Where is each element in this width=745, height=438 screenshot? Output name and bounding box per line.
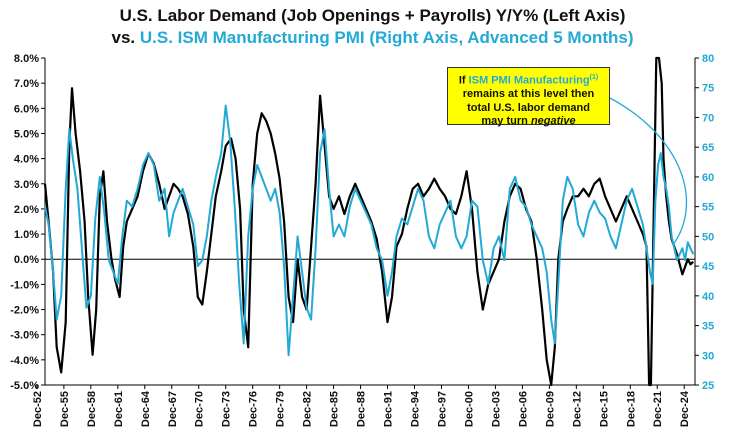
right-tick-label: 45: [702, 261, 714, 273]
x-tick-label: Dec-24: [679, 390, 691, 427]
ism-pmi-series: [44, 104, 695, 357]
right-tick-label: 55: [702, 202, 714, 214]
left-tick-label: 6.0%: [14, 103, 39, 115]
x-tick-label: Dec-73: [221, 391, 233, 427]
x-tick-label: Dec-64: [140, 390, 152, 427]
plot-frame: [44, 58, 696, 386]
right-tick-label: 80: [702, 53, 714, 65]
left-tick-label: 7.0%: [14, 78, 39, 90]
x-tick-label: Dec-55: [59, 391, 71, 427]
x-tick-label: Dec-61: [113, 391, 125, 427]
x-tick-label: Dec-82: [302, 391, 314, 427]
x-tick-label: Dec-94: [410, 390, 422, 427]
left-axis: -5.0% -4.0% -3.0% -2.0% -1.0% 0.0% 1.0% 2.0% 3.0…: [10, 53, 45, 392]
labor-demand-series: [43, 56, 694, 387]
callout-line3: total U.S. labor demand: [467, 101, 590, 114]
x-tick-label: Dec-03: [490, 391, 502, 427]
right-tick-label: 70: [702, 112, 714, 124]
x-axis: Dec-52 Dec-55 Dec-58 Dec-61 Dec-64 Dec-67 Dec-…: [32, 385, 691, 427]
right-tick-label: 50: [702, 231, 714, 243]
left-tick-label: 3.0%: [14, 179, 39, 191]
x-tick-label: Dec-15: [598, 391, 610, 427]
right-tick-label: 25: [702, 380, 714, 392]
x-tick-label: Dec-88: [356, 391, 368, 427]
left-tick-label: 5.0%: [14, 128, 39, 140]
left-tick-label: -3.0%: [10, 330, 39, 342]
callout-if: If: [458, 74, 466, 87]
series-layer: [43, 56, 695, 387]
x-tick-label: Dec-76: [248, 391, 260, 427]
callout-line2: remains at this level then: [462, 88, 595, 101]
callout-line4b: negative: [530, 115, 576, 128]
x-tick-label: Dec-91: [383, 391, 395, 427]
right-tick-label: 35: [702, 321, 714, 333]
right-tick-label: 65: [702, 142, 714, 154]
right-axis: 25 30 35 40 45 50 55 60 65 70 75 80: [695, 53, 714, 392]
x-tick-label: Dec-00: [463, 391, 475, 427]
x-tick-label: Dec-21: [652, 391, 664, 427]
left-tick-label: -5.0%: [10, 380, 39, 392]
x-tick-label: Dec-85: [329, 391, 341, 427]
callout-line4a: may turn: [481, 115, 528, 128]
right-tick-label: 75: [702, 83, 714, 95]
left-tick-label: 0.0%: [14, 254, 39, 266]
x-tick-label: Dec-12: [571, 391, 583, 427]
x-tick-label: Dec-58: [86, 391, 98, 427]
callout-footnote: (1): [589, 74, 599, 81]
x-tick-label: Dec-52: [32, 391, 44, 427]
x-tick-label: Dec-18: [625, 391, 637, 427]
right-tick-label: 60: [702, 172, 714, 184]
right-tick-label: 40: [702, 291, 714, 303]
left-tick-label: 8.0%: [14, 53, 39, 65]
x-tick-label: Dec-97: [436, 391, 448, 427]
left-tick-label: -2.0%: [10, 305, 39, 317]
x-tick-label: Dec-06: [517, 391, 529, 427]
left-tick-label: 2.0%: [14, 204, 39, 216]
x-tick-label: Dec-09: [544, 391, 556, 427]
left-tick-label: 1.0%: [14, 229, 39, 241]
callout-box: If ISM PMI Manufacturing(1) remains at t…: [447, 67, 610, 128]
title-vs: vs.: [111, 28, 136, 47]
right-tick-label: 30: [702, 350, 714, 362]
left-tick-label: -4.0%: [10, 355, 39, 367]
title-ism: U.S. ISM Manufacturing PMI (Right Axis, …: [139, 28, 634, 47]
x-tick-label: Dec-79: [275, 391, 287, 427]
x-tick-label: Dec-67: [167, 391, 179, 427]
left-tick-label: -1.0%: [10, 279, 39, 291]
left-tick-label: 4.0%: [14, 154, 39, 166]
chart-title-line2: vs. U.S. ISM Manufacturing PMI (Right Ax…: [0, 28, 745, 48]
chart-title-line1: U.S. Labor Demand (Job Openings + Payrol…: [119, 6, 626, 25]
x-tick-label: Dec-70: [194, 391, 206, 427]
callout-pointer: [597, 91, 688, 246]
callout-ism: ISM PMI Manufacturing: [468, 74, 590, 87]
